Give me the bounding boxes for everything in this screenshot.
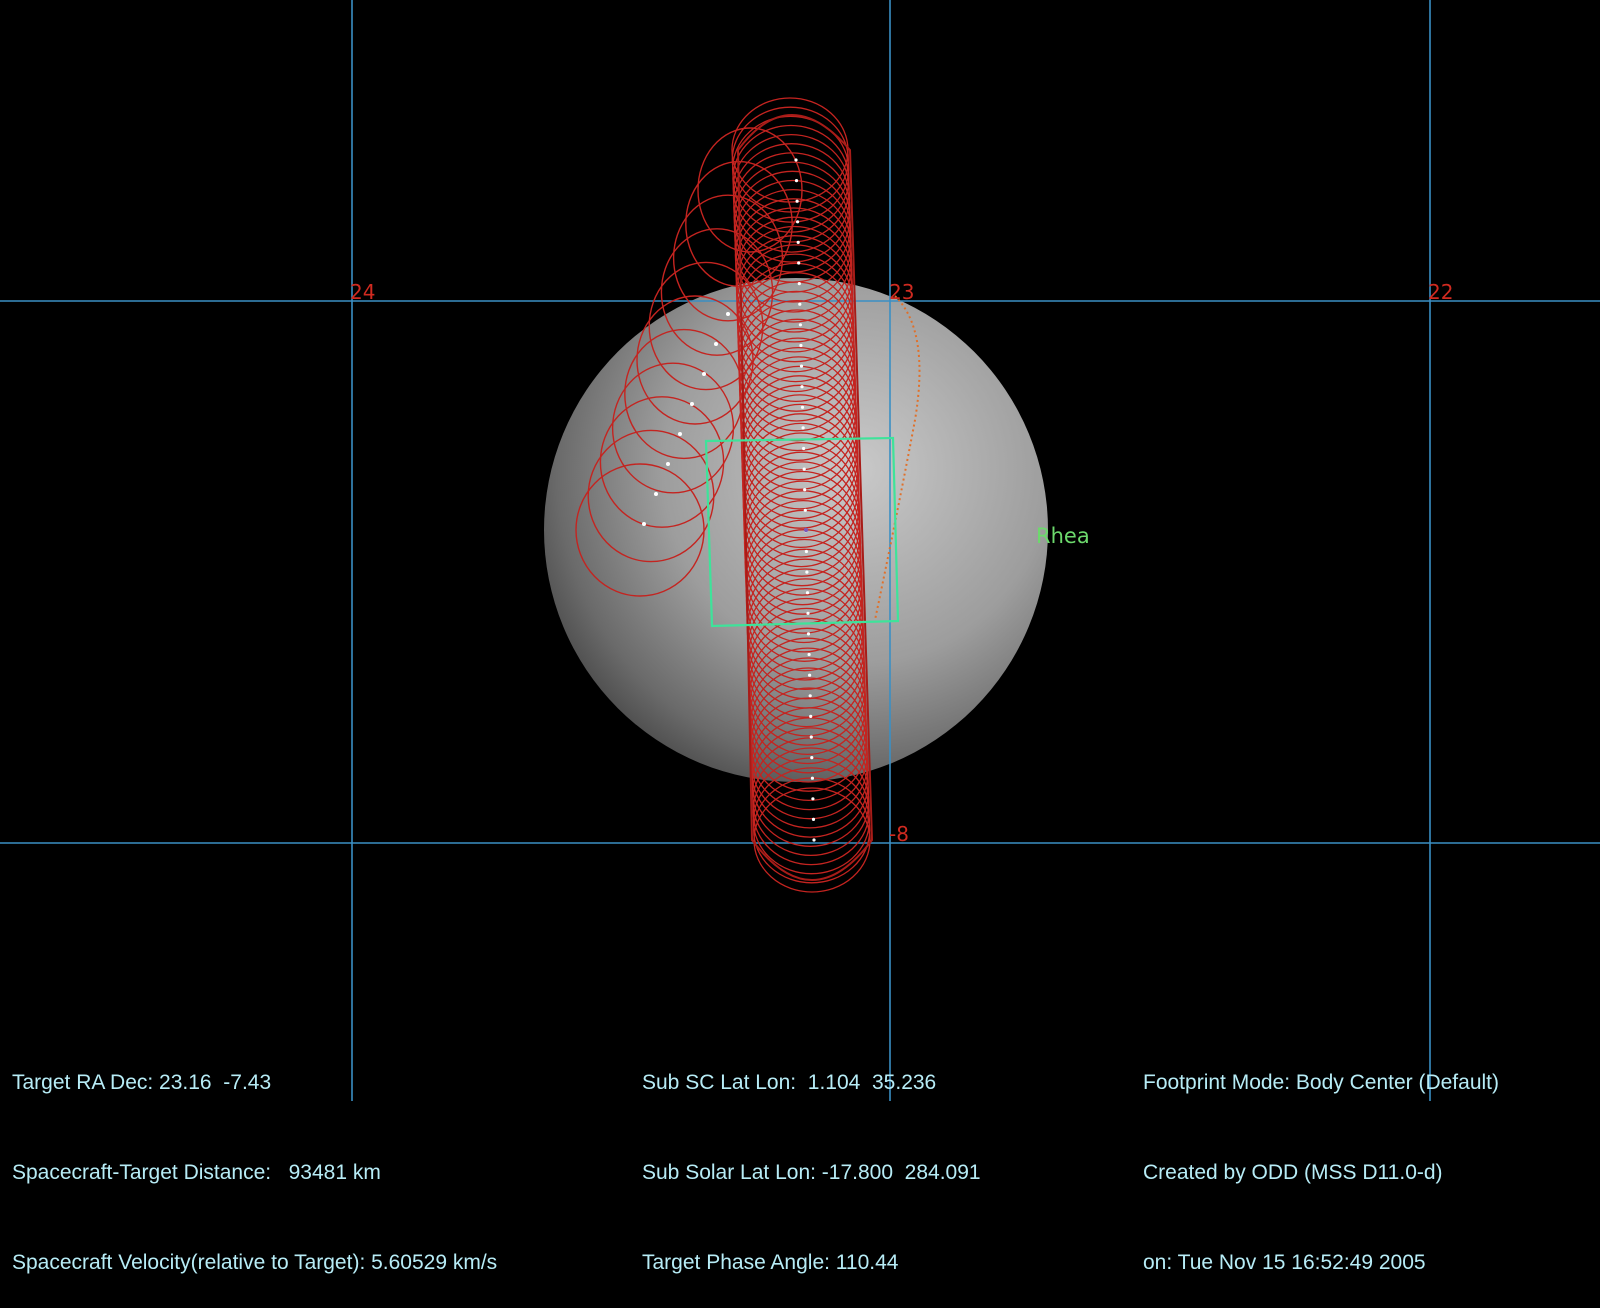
boresight-dot: [806, 611, 810, 615]
dec-label-minus-8: -8: [889, 822, 909, 846]
boresight-dot: [797, 282, 801, 286]
boresight-dot: [810, 776, 815, 780]
spacecraft-velocity: Spacecraft Velocity(relative to Target):…: [12, 1251, 498, 1274]
helix-ellipse: [672, 194, 784, 322]
helix-ellipse: [575, 463, 705, 597]
boresight-dot: [809, 714, 813, 719]
helix-ellipse: [587, 429, 715, 563]
boresight-dot: [800, 405, 805, 409]
center-marker: [803, 527, 809, 533]
sweep-ellipse: [753, 787, 871, 893]
boresight-dot: [802, 446, 806, 451]
boresight-dot: [808, 673, 812, 677]
target-name-label: Rhea: [1036, 524, 1090, 548]
ra-label-24: 24: [350, 280, 376, 304]
helix-ellipse: [648, 261, 764, 391]
boresight-dot: [809, 735, 813, 739]
boresight-dot: [794, 179, 799, 183]
boresight-dot: [795, 199, 799, 203]
boresight-dot: [803, 488, 807, 492]
boresight-dot: [801, 426, 805, 430]
sweep-outline: [736, 114, 874, 881]
boresight-dot: [811, 797, 815, 801]
boresight-dot: [804, 549, 809, 554]
boresight-dot: [796, 240, 800, 244]
helix-ellipse: [611, 362, 735, 494]
boresight-dot: [805, 591, 810, 595]
boresight-dot: [811, 817, 816, 822]
boresight-dot: [803, 508, 807, 512]
boresight-dot: [800, 385, 804, 389]
ra-label-23: 23: [889, 280, 915, 304]
boresight-dot: [805, 570, 809, 574]
boresight-dot: [796, 220, 800, 224]
created-on: on: Tue Nov 15 16:52:49 2005: [1143, 1251, 1426, 1274]
sub-sc-lat-lon: Sub SC Lat Lon: 1.104 35.236: [642, 1071, 937, 1094]
target-ra-dec: Target RA Dec: 23.16 -7.43: [12, 1071, 272, 1094]
sub-solar-lat-lon: Sub Solar Lat Lon: -17.800 284.091: [642, 1161, 981, 1184]
footprint-mode: Footprint Mode: Body Center (Default): [1143, 1071, 1499, 1094]
observation-view: [0, 0, 1600, 1101]
limb-trace: [874, 295, 921, 621]
boresight-dot: [726, 312, 730, 316]
created-by: Created by ODD (MSS D11.0-d): [1143, 1161, 1443, 1184]
info-left: Target RA Dec: 23.16 -7.43 Spacecraft-Ta…: [12, 1008, 497, 1308]
target-phase-angle: Target Phase Angle: 110.44: [642, 1251, 899, 1274]
boresight-points: [642, 158, 816, 842]
info-right: Footprint Mode: Body Center (Default) Cr…: [1143, 1008, 1499, 1308]
boresight-dot: [799, 343, 803, 348]
boresight-dot: [794, 158, 798, 162]
boresight-dot: [812, 838, 816, 842]
boresight-dot: [806, 632, 811, 636]
boresight-dot: [702, 372, 706, 376]
boresight-dot: [810, 756, 814, 760]
helix-ellipse: [599, 396, 725, 528]
helix-ellipse: [660, 228, 774, 356]
boresight-dot: [797, 261, 801, 265]
instrument-fov-box[interactable]: [704, 436, 900, 628]
boresight-dot: [654, 492, 658, 496]
spacecraft-target-distance: Spacecraft-Target Distance: 93481 km: [12, 1161, 381, 1184]
boresight-dot: [714, 342, 718, 346]
boresight-dot: [666, 462, 670, 466]
boresight-dot: [798, 323, 803, 327]
boresight-dot: [808, 694, 812, 698]
boresight-dot: [802, 467, 806, 471]
boresight-dot: [642, 522, 646, 526]
boresight-dot: [678, 432, 682, 436]
boresight-dot: [807, 652, 811, 657]
boresight-dot: [690, 402, 694, 406]
boresight-dot: [799, 364, 804, 368]
ra-label-22: 22: [1428, 280, 1454, 304]
boresight-dot: [798, 302, 802, 306]
info-middle: Sub SC Lat Lon: 1.104 35.236 Sub Solar L…: [642, 1008, 981, 1308]
